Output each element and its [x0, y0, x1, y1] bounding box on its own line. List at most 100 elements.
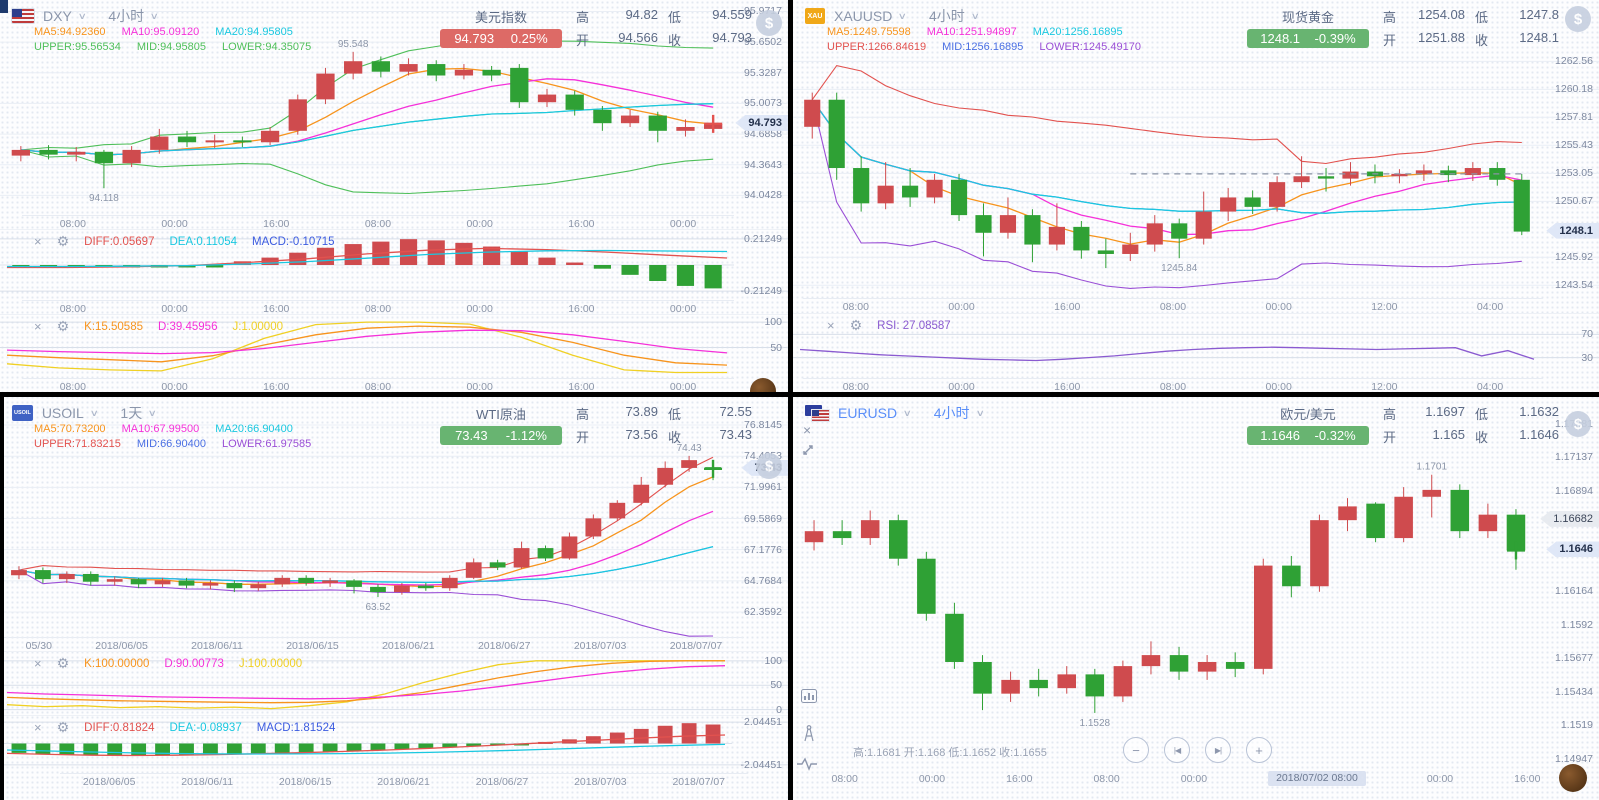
time-axis-label: 00:00 — [669, 381, 697, 392]
time-axis-label: 08:00 — [1159, 301, 1187, 313]
waveform-icon[interactable] — [797, 757, 817, 773]
time-axis-label: 04:00 — [1476, 381, 1504, 392]
floating-widget[interactable] — [750, 378, 776, 392]
ma5-label: MA5:1249.75598 — [827, 26, 911, 38]
ma5-label: MA5:70.73200 — [34, 423, 106, 435]
boll-mid-label: MID:66.90400 — [136, 438, 206, 450]
boll-upper-label: UPPER:95.56534 — [34, 41, 121, 53]
time-axis-label: 00:00 — [948, 301, 975, 313]
time-axis-label: 08:00 — [59, 381, 86, 392]
svg-text:1245.84: 1245.84 — [1161, 263, 1198, 274]
symbol-selector[interactable]: DXY ∨ — [43, 8, 87, 24]
time-axis-label: 2018/07/02 08:00 — [1268, 771, 1366, 786]
ohlc-summary: 高 94.82 低 94.559 开 94.566 收 94.793 — [576, 7, 752, 48]
timeframe-selector[interactable]: 1天 ∨ — [120, 405, 158, 421]
dollar-coin-icon[interactable]: $ — [756, 453, 782, 479]
chevron-down-icon: ∨ — [149, 10, 160, 21]
time-axis-label: 00:00 — [466, 303, 493, 315]
time-axis-label: 16:00 — [1514, 773, 1541, 785]
ma20-label: MA20:94.95805 — [215, 26, 293, 38]
close-chart-icon[interactable]: × — [803, 422, 812, 438]
time-axis-label: 00:00 — [1180, 773, 1208, 785]
timeframe-selector[interactable]: 4小时 ∨ — [928, 8, 980, 24]
boll-mid-label: MID:94.95805 — [136, 41, 206, 53]
indicator-settings-icon[interactable]: ⚙ — [56, 318, 70, 334]
panel-eurusd: 1.17011.15281.173811.171371.168941.16164… — [793, 397, 1599, 800]
rsi-label: RSI: 27.08587 — [877, 319, 951, 332]
expand-icon[interactable] — [801, 443, 815, 459]
indicator-settings-icon[interactable]: ⚙ — [56, 233, 70, 249]
rsi-pane[interactable]: 70 30 — [793, 314, 1599, 378]
svg-text:94.118: 94.118 — [89, 193, 119, 204]
dxy-macd-indicator: × ⚙ DIFF:0.05697 DEA:0.11054 MACD:-0.107… — [0, 229, 788, 300]
hover-ohlc-tooltip: 高:1.1681 开:1.168 低:1.1652 收:1.1655 — [853, 747, 1047, 759]
ohlc-summary: 高 1.1697 低 1.1632 开 1.165 收 1.1646 — [1383, 404, 1559, 445]
time-axis: 05/30 2018/06/05 2018/06/11 2018/06/15 2018/… — [4, 637, 744, 652]
indicator-settings-icon[interactable]: ⚙ — [56, 719, 70, 735]
zoom-out-button[interactable]: − — [1123, 737, 1149, 763]
chevron-down-icon: ∨ — [77, 10, 87, 21]
indicator-settings-icon[interactable]: ⚙ — [56, 655, 70, 671]
close-indicator-icon[interactable]: × — [34, 656, 42, 671]
symbol-selector[interactable]: EURUSD ∨ — [838, 405, 913, 421]
time-axis-label: 08:00 — [1159, 381, 1187, 392]
instrument-title: 美元指数 — [474, 10, 527, 25]
boll-lower-label: LOWER:1245.49170 — [1039, 41, 1141, 53]
panel-xauusd: 1245.84 1262.56 1260.18 1257.81 1255.43 1253.… — [793, 0, 1599, 392]
kdj-pane[interactable]: 100 50 0 — [0, 652, 788, 716]
eurusd-main-chart[interactable]: 1.17011.15281.173811.171371.168941.16164… — [793, 397, 1599, 772]
indicator-settings-icon[interactable]: ⚙ — [849, 317, 863, 333]
macd-pane[interactable]: 2.04451 -2.04451 — [0, 716, 788, 771]
dea-label: DEA:-0.08937 — [169, 721, 242, 734]
dollar-coin-icon[interactable]: $ — [1565, 411, 1591, 437]
panel-dxy: 95.54894.11895.971795.650295.328795.0073… — [0, 0, 788, 392]
dollar-coin-icon[interactable]: $ — [1565, 6, 1591, 32]
window-edge — [0, 0, 8, 13]
time-axis-label: 2018/06/27 — [475, 776, 529, 788]
close-indicator-icon[interactable]: × — [34, 234, 42, 249]
boll-mid-label: MID:1256.16895 — [942, 41, 1024, 53]
time-axis-label: 2018/07/07 — [672, 776, 726, 788]
kdj-pane[interactable]: 100 50 — [0, 315, 788, 378]
k-label: K:15.50585 — [84, 320, 143, 333]
xauusd-main-chart[interactable]: 1245.84 1262.56 1260.18 1257.81 1255.43 1253.… — [793, 0, 1599, 298]
time-axis-label: 2018/07/03 — [574, 776, 627, 788]
time-axis-label: 08:00 — [831, 773, 858, 785]
d-label: D:90.00773 — [164, 657, 224, 670]
floating-widget[interactable] — [1559, 764, 1587, 792]
timeframe-selector[interactable]: 4小时 ∨ — [933, 405, 985, 421]
symbol-selector[interactable]: USOIL ∨ — [41, 405, 99, 421]
skip-back-button[interactable]: |◀ — [1164, 737, 1190, 763]
skip-forward-button[interactable]: ▶| — [1205, 737, 1231, 763]
chevron-down-icon: ∨ — [975, 407, 985, 418]
time-axis-label: 2018/06/15 — [286, 640, 339, 652]
symbol-selector[interactable]: XAUUSD ∨ — [834, 8, 908, 24]
d-label: D:39.45956 — [158, 320, 218, 333]
dollar-coin-icon[interactable]: $ — [756, 10, 782, 36]
close-indicator-icon[interactable]: × — [34, 720, 42, 735]
xau-badge-icon: XAU — [805, 8, 825, 24]
boll-upper-label: UPPER:1266.84619 — [827, 41, 927, 53]
time-axis-label: 2018/06/05 — [95, 640, 148, 652]
time-axis-label: 16:00 — [1054, 381, 1081, 392]
time-axis: 08:00 00:00 16:00 08:00 00:00 16:00 00:00 — [22, 378, 734, 392]
time-axis-label: 16:00 — [568, 381, 595, 392]
time-axis-label: 16:00 — [568, 218, 595, 230]
close-indicator-icon[interactable]: × — [827, 318, 835, 333]
close-indicator-icon[interactable]: × — [34, 319, 42, 334]
timeframe-selector[interactable]: 4小时 ∨ — [108, 8, 160, 24]
ma5-label: MA5:94.92360 — [34, 26, 106, 38]
macd-label: MACD:1.81524 — [256, 721, 336, 734]
svg-text:63.52: 63.52 — [365, 602, 390, 613]
zoom-in-button[interactable]: + — [1246, 737, 1272, 763]
drawing-compass-icon[interactable] — [802, 725, 816, 745]
time-axis-label: 2018/06/15 — [278, 776, 332, 788]
boll-lower-label: LOWER:94.35075 — [221, 41, 312, 53]
time-axis-label: 05/30 — [25, 640, 52, 652]
time-axis-label: 2018/06/21 — [382, 640, 435, 652]
time-axis-label: 16:00 — [263, 218, 290, 230]
dxy-main-chart[interactable]: 95.54894.11895.971795.650295.328795.0073… — [0, 0, 788, 215]
macd-pane[interactable]: 0.21249 -0.21249 — [0, 230, 788, 300]
usoil-badge-icon: USOIL — [12, 405, 33, 421]
chart-type-icon[interactable] — [801, 689, 817, 705]
